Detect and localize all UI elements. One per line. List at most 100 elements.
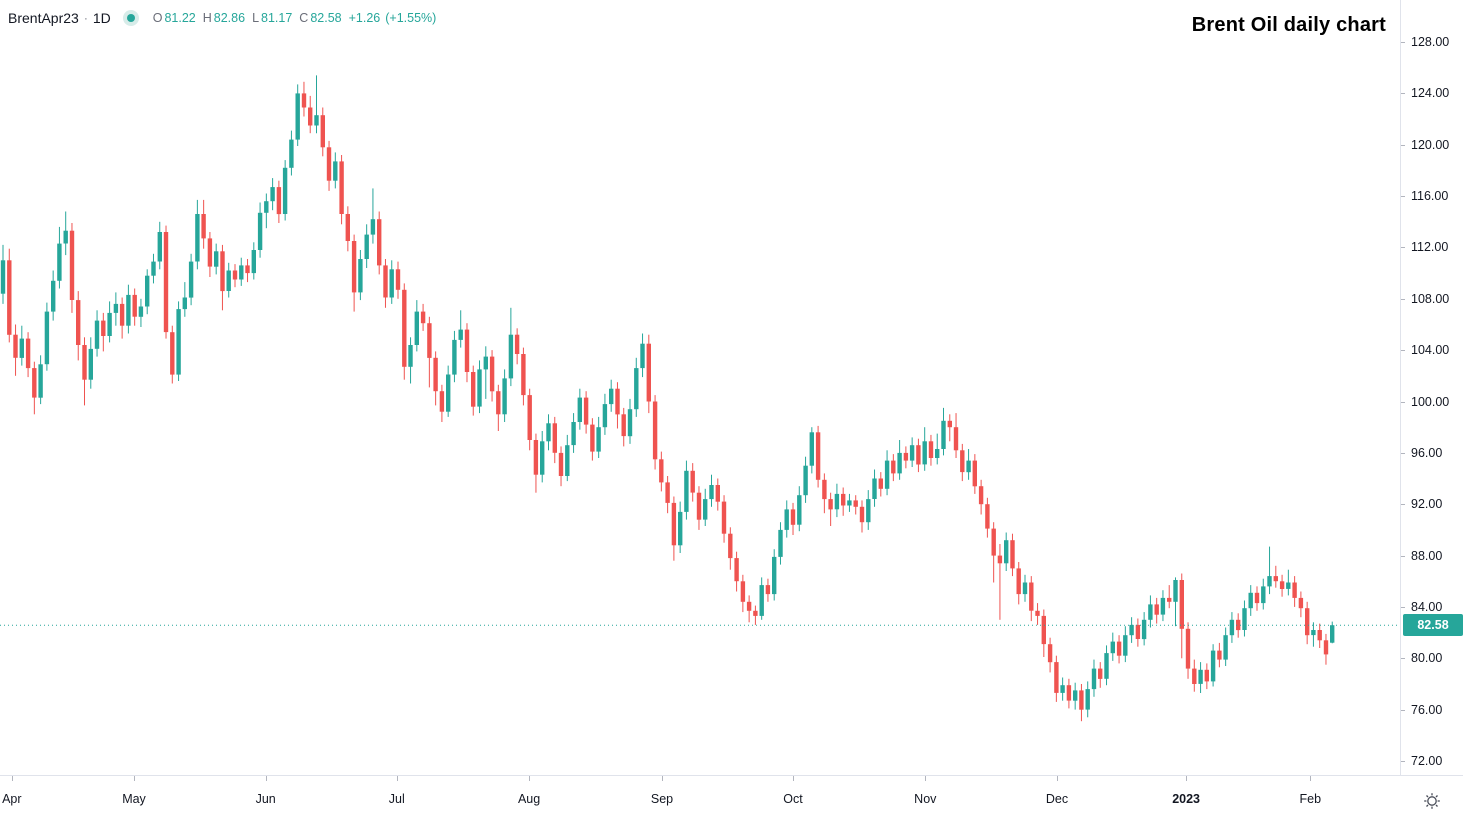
candle: [627, 398, 633, 444]
candle: [715, 478, 720, 511]
candle: [63, 211, 68, 256]
candle: [1248, 585, 1253, 616]
candle: [145, 269, 150, 315]
candle: [552, 416, 557, 464]
candle: [308, 95, 313, 134]
candle: [1104, 645, 1109, 686]
candle: [232, 264, 238, 288]
price-axis[interactable]: 82.58 128.00 124.00 120.00 116.00 112.00 108.…: [1400, 0, 1463, 775]
candle: [753, 605, 758, 625]
candle: [897, 440, 902, 480]
candle: [1066, 678, 1072, 709]
candle: [389, 260, 394, 304]
time-axis-tick: [11, 776, 13, 781]
market-status-icon[interactable]: [122, 10, 139, 26]
candle: [132, 288, 137, 326]
candle: [1173, 577, 1178, 627]
candle: [276, 180, 282, 223]
candle: [107, 301, 112, 343]
candle: [1141, 612, 1147, 646]
candle: [508, 307, 514, 387]
candle: [151, 253, 156, 284]
price-axis-label: 124.00: [1411, 86, 1450, 101]
candle: [1198, 662, 1203, 693]
candle: [960, 443, 965, 482]
price-axis-tick: [1401, 350, 1405, 352]
candle: [659, 451, 664, 492]
candle: [207, 232, 213, 277]
ohlc-values: O 81.22 H 82.86 L 81.17 C 82.58 +1.26 (+1.55%): [153, 11, 442, 25]
price-scale-settings-button[interactable]: [1418, 787, 1446, 815]
candle: [577, 388, 582, 430]
candle: [439, 384, 445, 422]
candle: [420, 303, 426, 331]
price-axis-tick: [1401, 606, 1405, 608]
candle: [772, 549, 777, 601]
candle: [1054, 655, 1059, 702]
candle: [891, 454, 896, 482]
time-axis-tick: [396, 776, 398, 781]
candle: [351, 234, 357, 312]
candle: [1060, 677, 1065, 701]
candle: [978, 479, 984, 515]
candle: [1311, 622, 1316, 647]
candle: [1116, 635, 1122, 664]
candle: [1192, 659, 1197, 692]
candle: [834, 483, 840, 518]
price-axis-label: 104.00: [1411, 343, 1450, 358]
price-axis-tick: [1401, 93, 1405, 95]
candle: [671, 496, 677, 561]
time-axis-label: Jul: [388, 792, 405, 806]
price-axis-tick: [1401, 144, 1405, 146]
candle: [395, 261, 401, 299]
ohlc-value: 82.58: [310, 11, 342, 25]
candle: [433, 351, 438, 406]
candle: [1079, 684, 1084, 722]
candle: [540, 431, 545, 483]
price-axis-label: 84.00: [1411, 599, 1443, 614]
candle: [471, 365, 476, 416]
candle: [822, 473, 827, 514]
interval-label[interactable]: 1D: [92, 10, 111, 26]
time-axis-label: May: [122, 792, 146, 806]
candle: [364, 224, 369, 268]
price-axis-label: 116.00: [1411, 189, 1449, 204]
candle: [220, 244, 225, 311]
time-axis-tick: [1057, 776, 1058, 781]
candle: [721, 495, 727, 543]
candle: [452, 330, 457, 383]
candle: [953, 413, 959, 458]
candle: [1091, 659, 1097, 697]
candle: [483, 346, 488, 399]
candle: [339, 155, 344, 225]
candle: [251, 242, 256, 280]
chart-title-annotation: Brent Oil daily chart: [1191, 14, 1386, 36]
price-axis-label: 108.00: [1411, 291, 1450, 306]
candle: [571, 413, 576, 453]
candle: [778, 522, 783, 565]
candle: [163, 225, 169, 339]
price-axis-tick: [1401, 196, 1405, 198]
price-axis-tick: [1401, 452, 1405, 454]
time-axis[interactable]: Apr May Jun Jul Aug Sep Oct Nov Dec 2023 Feb: [0, 775, 1400, 825]
candle: [176, 301, 181, 381]
candle: [646, 334, 651, 414]
candle: [138, 298, 144, 327]
price-axis-label: 112.00: [1411, 240, 1449, 255]
candle: [521, 347, 526, 406]
candle: [408, 337, 413, 384]
symbol-name[interactable]: BrentApr23: [8, 10, 79, 26]
candle: [1185, 622, 1191, 679]
candle: [88, 337, 93, 389]
candle: [1167, 585, 1172, 609]
candle: [734, 551, 739, 592]
chart-canvas[interactable]: BrentApr23 · 1D O 81.22 H 82.86 L 81.17 C 82.58…: [0, 0, 1400, 775]
candle: [119, 297, 125, 339]
candle: [295, 84, 300, 146]
price-axis-tick: [1401, 298, 1405, 300]
candle: [402, 283, 407, 380]
symbol-legend: BrentApr23 · 1D O 81.22 H 82.86 L 81.17 C 82.58…: [8, 8, 441, 28]
candle: [19, 325, 24, 366]
candle: [1047, 637, 1053, 673]
